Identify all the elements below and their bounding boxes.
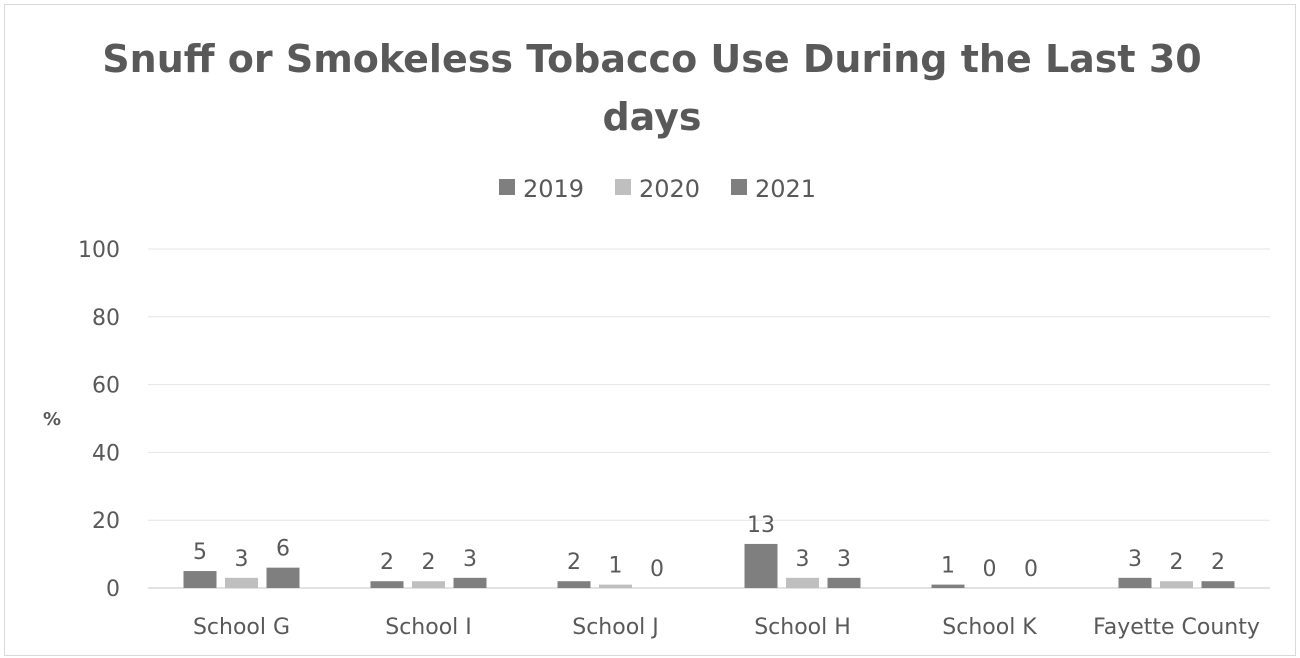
bars [183, 543, 1235, 588]
data-labels: 5 3 6 2 2 3 2 1 0 13 3 3 1 0 0 3 2 2 [193, 513, 1225, 582]
data-label: 2 [1170, 550, 1184, 575]
legend-label-2020: 2020 [639, 175, 700, 203]
bar-2019-fayette-county [1118, 577, 1152, 588]
gridlines [148, 248, 1270, 589]
data-label: 0 [983, 557, 997, 582]
bar-2020-school-h [786, 577, 819, 588]
bar-2019-school-g [183, 571, 217, 588]
chart-frame [4, 4, 1296, 656]
y-axis-label: % [43, 409, 61, 430]
category-label: School K [942, 615, 1037, 640]
bar-2019-school-k [931, 584, 965, 588]
bar-2021-fayette-county [1201, 581, 1235, 588]
category-labels: School G School I School J School H School K… [193, 615, 1260, 640]
chart-title-line2: days [602, 95, 701, 139]
legend-swatch-2020 [615, 179, 631, 195]
legend-swatch-2021 [731, 179, 747, 195]
bar-2020-school-j [599, 584, 632, 588]
y-tick-label: 40 [92, 441, 120, 466]
bar-2019-school-i [370, 581, 404, 588]
category-label: School G [193, 615, 290, 640]
y-tick-label: 80 [92, 306, 120, 331]
category-label: Fayette County [1093, 615, 1260, 640]
legend-swatch-2019 [499, 179, 515, 195]
bar-2021-school-i [453, 577, 487, 588]
bar-2021-school-h [827, 577, 861, 588]
chart-title-line1: Snuff or Smokeless Tobacco Use During th… [102, 37, 1201, 81]
data-label: 2 [1211, 550, 1225, 575]
y-tick-labels: 0 20 40 60 80 100 [78, 238, 120, 602]
data-label: 3 [837, 547, 851, 572]
y-tick-label: 0 [106, 577, 120, 602]
bar-2020-school-g [225, 577, 258, 588]
y-tick-label: 60 [92, 374, 120, 399]
data-label: 2 [567, 550, 581, 575]
data-label: 13 [747, 513, 775, 538]
data-label: 1 [609, 554, 623, 579]
data-label: 2 [422, 550, 436, 575]
bar-2020-school-i [412, 581, 445, 588]
data-label: 3 [796, 547, 810, 572]
category-label: School I [385, 615, 472, 640]
data-label: 0 [650, 557, 664, 582]
bar-2020-fayette-county [1160, 581, 1193, 588]
data-label: 5 [193, 540, 207, 565]
category-label: School H [754, 615, 851, 640]
legend-label-2021: 2021 [755, 175, 816, 203]
data-label: 2 [380, 550, 394, 575]
data-label: 6 [276, 537, 290, 562]
legend: 2019 2020 2021 [499, 175, 816, 203]
y-tick-label: 100 [78, 238, 120, 263]
data-label: 1 [941, 554, 955, 579]
bar-2019-school-j [557, 581, 591, 588]
data-label: 3 [1128, 547, 1142, 572]
data-label: 3 [235, 547, 249, 572]
data-label: 3 [463, 547, 477, 572]
bar-2019-school-h [744, 543, 778, 588]
bar-2021-school-g [266, 567, 300, 588]
y-tick-label: 20 [92, 509, 120, 534]
category-label: School J [572, 615, 659, 640]
data-label: 0 [1024, 557, 1038, 582]
legend-label-2019: 2019 [523, 175, 584, 203]
